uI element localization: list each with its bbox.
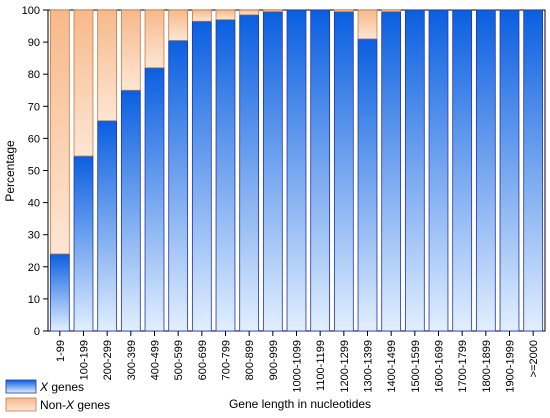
legend-label-non-x-genes: Non-X genes [40, 398, 110, 412]
y-tick-label: 10 [28, 294, 40, 306]
bar-x-genes-800-899 [239, 14, 260, 332]
x-tick-label: 1300-1399 [363, 340, 375, 393]
bar-x-genes-1-99 [49, 253, 70, 332]
bars [49, 9, 544, 332]
y-tick-label: 100 [22, 5, 40, 17]
x-tick-label: 1800-1899 [481, 340, 493, 393]
x-axis: 1-99 100-199 200-299 300-399 400-499 500-599 6… [55, 331, 540, 393]
bar-non-x-genes-400-499 [144, 9, 165, 69]
bar-x-genes-1800-1899 [475, 9, 496, 332]
bar-non-x-genes-1200-1299 [333, 9, 354, 13]
legend-swatch-x-genes [5, 379, 37, 394]
x-tick-label: 1400-1499 [386, 340, 398, 393]
y-tick-label: 40 [28, 198, 40, 210]
x-tick-label: 1600-1699 [434, 340, 446, 393]
bar-x-genes-700-799 [215, 19, 236, 332]
bar-non-x-genes-700-799 [215, 9, 236, 21]
y-tick-label: 80 [28, 69, 40, 81]
bar-x-genes-300-399 [120, 89, 141, 332]
x-tick-label: 100-199 [79, 340, 91, 380]
y-axis: 0 10 20 30 40 50 60 70 80 90 100 [22, 5, 48, 338]
y-tick-label: 50 [28, 166, 40, 178]
x-tick-label: 700-799 [221, 340, 233, 380]
x-tick-label: 500-599 [173, 340, 185, 380]
x-tick-label: 1100-1199 [315, 340, 327, 391]
bar-x-genes-1000-1099 [286, 9, 307, 332]
bar-non-x-genes-900-999 [262, 9, 283, 13]
y-tick-label: 60 [28, 133, 40, 145]
y-tick-label: 70 [28, 101, 40, 113]
bar-x-genes-1900-1999 [499, 9, 520, 332]
x-tick-label: >=2000 [528, 340, 540, 377]
x-tick-label: 800-899 [244, 340, 256, 380]
x-tick-label: 1900-1999 [505, 340, 517, 393]
bar-x-genes-1600-1699 [428, 9, 449, 332]
bar-x-genes-1200-1299 [333, 11, 354, 332]
x-tick-label: 1000-1099 [292, 340, 304, 393]
x-tick-label: 200-299 [102, 340, 114, 380]
legend: X genes Non-X genes [5, 379, 110, 412]
bar-x-genes-1700-1799 [452, 9, 473, 332]
x-axis-title: Gene length in nucleotides [229, 397, 371, 411]
bar-x-genes-1400-1499 [381, 11, 402, 332]
bar-x-genes-1500-1599 [404, 9, 425, 332]
bar-x-genes-900-999 [262, 11, 283, 332]
x-tick-label: 1200-1299 [339, 340, 351, 393]
y-axis-title: Percentage [3, 140, 17, 202]
bar-non-x-genes-200-299 [97, 9, 118, 122]
bar-x-genes-100-199 [73, 155, 94, 332]
bar-x-genes-1300-1399 [357, 38, 378, 332]
y-tick-label: 30 [28, 230, 40, 242]
bar-x-genes-500-599 [168, 40, 189, 332]
y-tick-label: 20 [28, 262, 40, 274]
bar-x-genes-200-299 [97, 120, 118, 332]
x-tick-label: 1-99 [55, 340, 67, 362]
bar-non-x-genes-1300-1399 [357, 9, 378, 40]
bar-non-x-genes-100-199 [73, 9, 94, 157]
x-tick-label: 1700-1799 [457, 340, 469, 393]
x-tick-label: 300-399 [126, 340, 138, 380]
x-tick-label: 1500-1599 [410, 340, 422, 393]
bar-x-genes-600-699 [191, 20, 212, 332]
y-tick-label: 90 [28, 37, 40, 49]
bar-x-genes-400-499 [144, 67, 165, 332]
bar-non-x-genes-500-599 [168, 9, 189, 41]
bar-non-x-genes-1-99 [49, 9, 70, 255]
x-tick-label: 600-699 [197, 340, 209, 380]
bar-x-genes-1100-1199 [310, 9, 331, 332]
x-tick-label: 400-499 [150, 340, 162, 380]
legend-swatch-non-x-genes [5, 397, 37, 412]
bar-non-x-genes-600-699 [191, 9, 212, 22]
bar-non-x-genes-300-399 [120, 9, 141, 91]
y-tick-label: 0 [34, 326, 40, 338]
x-tick-label: 900-999 [268, 340, 280, 380]
legend-label-x-genes: X genes [39, 380, 84, 394]
bar-non-x-genes-1400-1499 [381, 9, 402, 13]
bar-x-genes->=2000 [523, 9, 544, 332]
bar-non-x-genes-800-899 [239, 9, 260, 16]
